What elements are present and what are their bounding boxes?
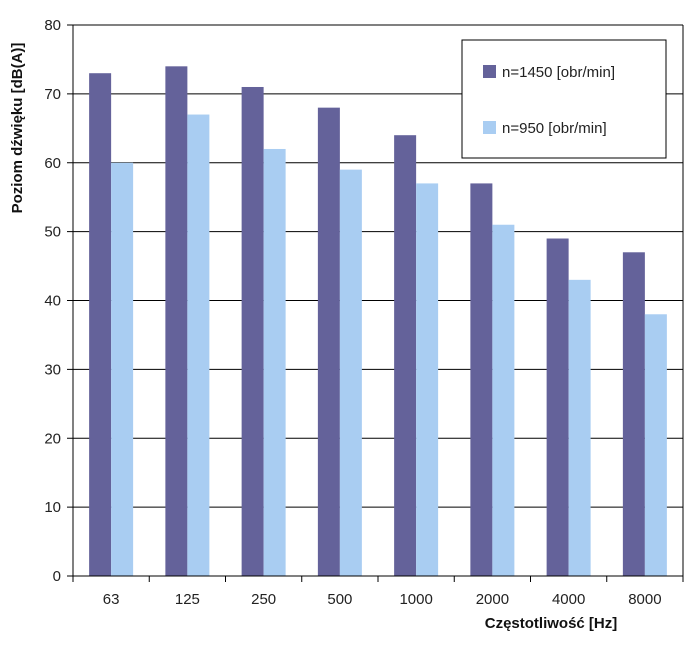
y-tick-labels: 0 10 20 30 40 50 60 70 80 (44, 17, 73, 585)
x-tick-label: 8000 (628, 591, 661, 608)
bar-n950-63 (111, 162, 134, 576)
bar-n1450-125 (165, 66, 188, 576)
bar-n950-125 (187, 114, 210, 576)
x-tick-label: 500 (327, 591, 352, 608)
x-tick-label: 1000 (399, 591, 432, 608)
bar-n1450-1000 (394, 135, 417, 576)
bar-n950-1000 (416, 183, 439, 576)
y-tick-label: 80 (44, 17, 61, 34)
bars (89, 66, 667, 577)
legend: n=1450 [obr/min] n=950 [obr/min] (461, 39, 667, 159)
x-tick-label: 250 (251, 591, 276, 608)
legend-label-n1450: n=1450 [obr/min] (502, 64, 615, 81)
x-tick-label: 63 (103, 591, 120, 608)
bar-n1450-8000 (622, 252, 645, 576)
bar-n1450-4000 (546, 238, 569, 576)
bar-n950-2000 (492, 224, 515, 577)
legend-label-n950: n=950 [obr/min] (502, 120, 607, 137)
bar-n950-4000 (568, 279, 591, 576)
y-tick-label: 0 (53, 568, 61, 585)
legend-box (461, 39, 667, 159)
y-tick-label: 20 (44, 430, 61, 447)
bar-n1450-500 (317, 107, 340, 577)
x-tick-label: 2000 (476, 591, 509, 608)
y-tick-label: 50 (44, 224, 61, 241)
legend-swatch-n1450 (483, 65, 496, 78)
y-axis-title: Poziom dźwięku [dB(A)] (9, 43, 26, 214)
bar-n950-250 (263, 148, 286, 576)
x-tick-label: 4000 (552, 591, 585, 608)
y-tick-label: 40 (44, 293, 61, 310)
legend-swatch-n950 (483, 121, 496, 134)
x-tick-labels: 63 125 250 500 1000 2000 4000 8000 (72, 576, 684, 608)
bar-n1450-250 (241, 86, 264, 577)
x-axis-title: Częstotliwość [Hz] (485, 615, 618, 632)
x-tick-label: 125 (175, 591, 200, 608)
bar-n950-8000 (644, 314, 667, 576)
y-tick-label: 70 (44, 86, 61, 103)
y-tick-label: 30 (44, 361, 61, 378)
y-tick-label: 10 (44, 499, 61, 516)
bar-n1450-2000 (470, 183, 493, 576)
bar-n950-500 (339, 169, 362, 576)
bar-n1450-63 (89, 73, 112, 577)
y-tick-label: 60 (44, 155, 61, 172)
